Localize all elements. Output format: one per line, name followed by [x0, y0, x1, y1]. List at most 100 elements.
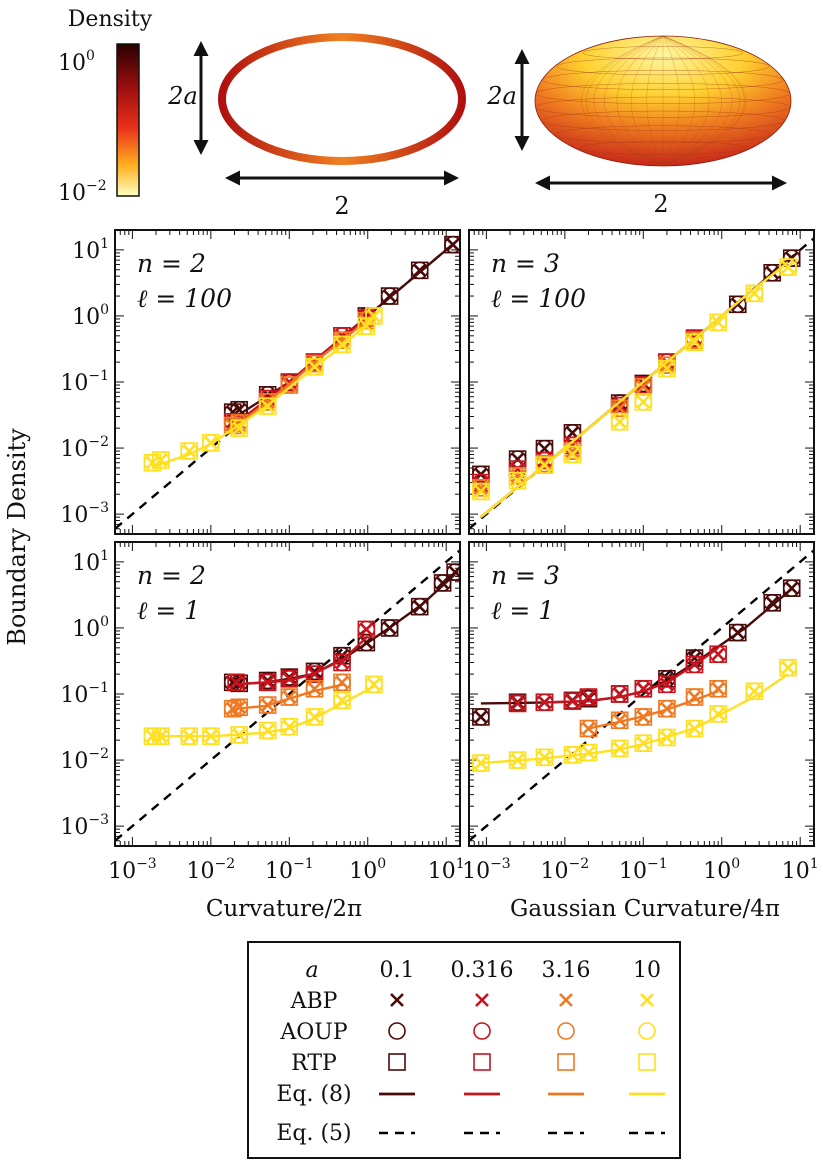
spheroid-meridian — [662, 35, 733, 167]
aoup-point — [508, 751, 527, 769]
aoup-point — [446, 563, 460, 581]
aoup-point — [365, 675, 383, 694]
abp-point — [359, 635, 374, 650]
aoup-point — [357, 633, 376, 652]
abp-point — [203, 435, 218, 450]
abp-point — [781, 660, 795, 675]
legend-row-aoup: AOUP — [279, 1020, 347, 1045]
spheroid-bands — [535, 35, 791, 167]
legend-rtp-mark — [638, 1053, 656, 1071]
aoup-point — [258, 397, 277, 416]
abp-point — [307, 359, 322, 374]
aoup-point — [535, 748, 554, 767]
aoup-point — [230, 698, 249, 717]
y-tick-label: 10−3 — [60, 812, 109, 840]
abp-point — [382, 289, 397, 303]
abp-point — [446, 237, 460, 252]
series-a-0.316 — [227, 620, 376, 692]
panel-bottom-right: 10−3 10−2 10−1 100 101 n = 3 ℓ = 1 — [462, 541, 819, 884]
legend-aoup-mark — [638, 1022, 656, 1040]
spheroid-width-label: 2 — [653, 190, 668, 218]
abp-point — [153, 453, 168, 467]
abp-point — [565, 747, 580, 762]
aoup-point — [333, 653, 351, 672]
plot-area — [469, 549, 814, 842]
aoup-point — [610, 711, 629, 730]
abp-point — [382, 621, 397, 635]
abp-point — [182, 444, 197, 458]
legend-aoup-mark — [388, 1022, 406, 1040]
panel-frame — [468, 229, 815, 535]
abp-point — [747, 684, 762, 699]
aoup-point — [258, 696, 277, 714]
legend-row-eq8: Eq. (8) — [276, 1082, 351, 1107]
abp-point — [203, 729, 218, 744]
abp-point — [612, 713, 627, 728]
panel-label-l: ℓ = 100 — [137, 284, 232, 313]
abp-point — [581, 745, 596, 760]
x-tick-label: 10−2 — [187, 856, 236, 884]
abp-point — [565, 694, 580, 709]
legend-rtp-mark — [557, 1053, 575, 1071]
series-a-10 — [472, 658, 797, 772]
colorbar: Density 100 10−2 — [58, 7, 153, 206]
x-tick-label: 10−3 — [108, 856, 157, 884]
abp-point — [612, 741, 627, 756]
colorbar-title: Density — [68, 7, 153, 32]
ellipse-shape: 2a 2 — [167, 33, 466, 220]
series-a-10 — [472, 258, 797, 519]
aoup-point — [779, 658, 797, 677]
eq8-fit-line — [232, 573, 456, 686]
aoup-point — [305, 665, 324, 683]
series-a-0.316 — [472, 330, 704, 519]
spheroid-meridian — [662, 35, 695, 167]
spheroid-meridian — [593, 35, 664, 167]
aoup-point — [658, 699, 676, 718]
series-a-0.1 — [223, 563, 460, 693]
abp-point — [182, 729, 197, 744]
spheroid-meridian — [662, 35, 710, 167]
abp-point — [765, 595, 780, 610]
panel-frame — [114, 229, 461, 535]
abp-point — [781, 260, 795, 274]
aoup-point — [610, 739, 629, 758]
aoup-point — [508, 694, 527, 713]
panel-top-left: 101 100 10−1 10−2 10−3 n = 2 ℓ = 100 — [60, 229, 461, 535]
aoup-point — [782, 249, 801, 267]
abp-point — [612, 687, 627, 701]
abp-point — [282, 378, 297, 392]
abp-point — [636, 709, 651, 724]
abp-point — [687, 721, 702, 736]
abp-point — [232, 728, 247, 742]
aoup-point — [508, 471, 527, 490]
abp-point — [359, 319, 374, 334]
aoup-point — [230, 726, 249, 744]
legend-rtp-mark — [388, 1053, 406, 1071]
spheroid-meridian — [646, 35, 664, 167]
aoup-point — [579, 688, 598, 706]
abp-point — [153, 729, 168, 744]
aoup-point — [535, 693, 554, 712]
legend-abp-mark — [475, 993, 489, 1007]
aoup-point — [782, 579, 801, 597]
legend-aoup-mark — [473, 1022, 491, 1040]
y-tick-label: 10−1 — [60, 368, 109, 396]
abp-point — [473, 756, 488, 770]
abp-point — [711, 315, 726, 330]
panel-label-l: ℓ = 1 — [137, 596, 200, 625]
legend-aoup-mark — [557, 1022, 575, 1040]
abp-point — [335, 337, 349, 352]
panel-label-l: ℓ = 100 — [491, 284, 586, 313]
abp-point — [510, 753, 525, 767]
aoup-point — [709, 313, 727, 332]
aoup-point — [709, 645, 727, 664]
abp-point — [282, 690, 297, 704]
aoup-point — [258, 721, 277, 740]
panel-label-l: ℓ = 1 — [491, 596, 554, 625]
series-a-10 — [143, 307, 383, 472]
y-tick-label: 10−2 — [60, 434, 109, 462]
abp-point — [687, 657, 702, 672]
spheroid-shape: 2a 2 — [486, 35, 792, 218]
series-a-10 — [143, 675, 383, 745]
